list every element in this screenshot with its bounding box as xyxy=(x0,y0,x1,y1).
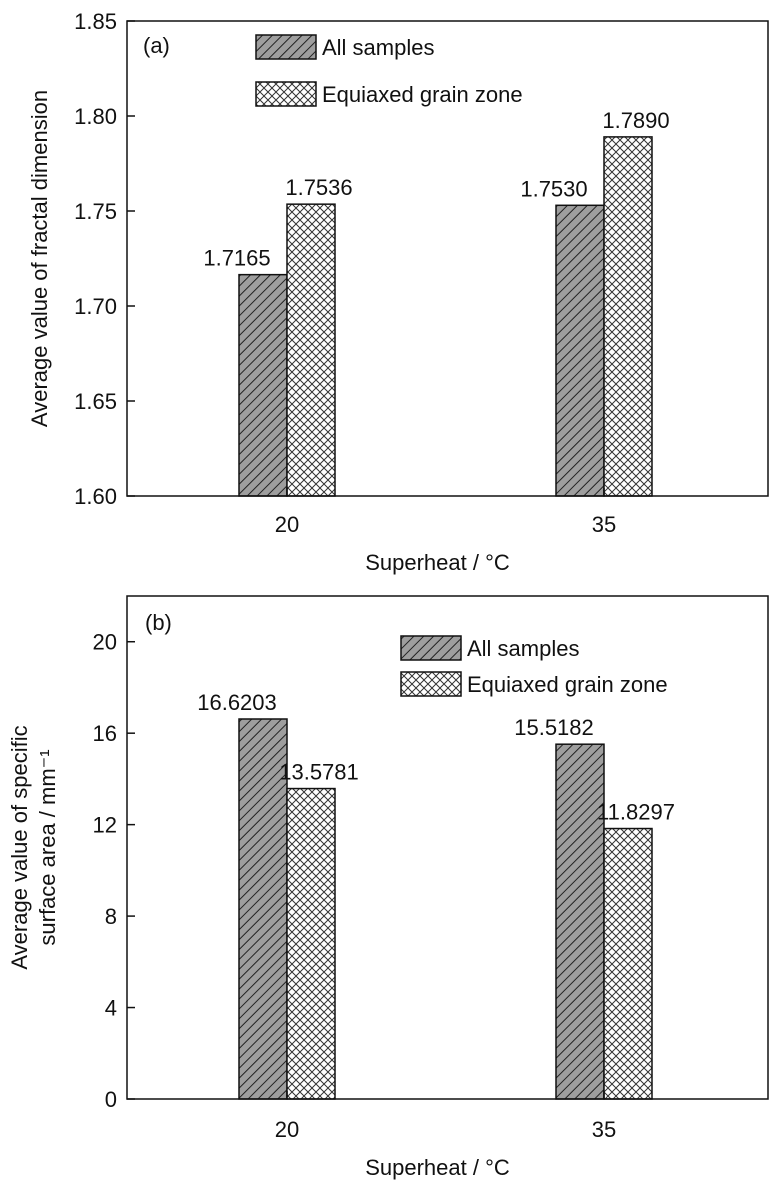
legend-label: All samples xyxy=(322,35,434,60)
y-tick-label: 1.65 xyxy=(74,389,117,414)
y-axis-label-line: Average value of specific xyxy=(7,725,32,969)
bar xyxy=(603,136,653,497)
y-tick-label: 12 xyxy=(93,813,117,838)
panel-label: (a) xyxy=(143,33,170,58)
y-axis-label: Average value of fractal dimension xyxy=(27,90,52,427)
y-tick-label: 1.80 xyxy=(74,104,117,129)
legend-label: Equiaxed grain zone xyxy=(322,82,523,107)
legend-swatch xyxy=(400,671,462,697)
legend-swatch xyxy=(255,34,317,60)
plot-frame xyxy=(126,595,769,1100)
bar-value-label: 13.5781 xyxy=(279,760,359,785)
x-tick-label: 35 xyxy=(592,512,616,537)
bar xyxy=(555,743,605,1100)
y-tick-label: 0 xyxy=(105,1087,117,1112)
y-axis-label-line: surface area / mm⁻¹ xyxy=(35,749,60,945)
chart-panel-b: 16.6203 15.5182 13.5781 11.8297 0 4 8 12 16 20 20 3… xyxy=(7,595,769,1180)
bar-value-label: 15.5182 xyxy=(514,715,594,740)
y-tick-label: 1.85 xyxy=(74,9,117,34)
y-tick-label: 4 xyxy=(105,996,117,1021)
panel-label: (b) xyxy=(145,610,172,635)
bar-value-label: 1.7165 xyxy=(203,246,270,271)
bar-value-label: 11.8297 xyxy=(597,800,675,825)
x-tick-label: 20 xyxy=(275,512,299,537)
legend-swatch xyxy=(400,635,462,661)
legend-swatch xyxy=(255,81,317,107)
bar xyxy=(286,787,336,1100)
plot-frame xyxy=(126,20,769,497)
y-tick-label: 1.60 xyxy=(74,484,117,509)
y-tick-label: 8 xyxy=(105,904,117,929)
bar xyxy=(555,204,605,497)
bar xyxy=(238,273,288,497)
bar xyxy=(286,203,336,497)
legend-label: All samples xyxy=(467,636,579,661)
chart-panel-a: 1.7165 1.7530 1.7536 1.7890 1.60 1.65 1.70 1.75… xyxy=(27,9,769,575)
bar-value-label: 1.7530 xyxy=(520,176,587,201)
x-axis-label: Superheat / °C xyxy=(365,1155,510,1180)
y-tick-label: 20 xyxy=(93,630,117,655)
y-axis-label: Average value of specific surface area / … xyxy=(7,725,60,969)
bar xyxy=(603,827,653,1100)
bar-value-label: 1.7536 xyxy=(285,175,352,200)
x-tick-label: 20 xyxy=(275,1117,299,1142)
bar-value-label: 16.6203 xyxy=(197,690,277,715)
y-tick-label: 1.75 xyxy=(74,199,117,224)
x-tick-label: 35 xyxy=(592,1117,616,1142)
y-tick-label: 16 xyxy=(93,721,117,746)
y-tick-label: 1.70 xyxy=(74,294,117,319)
x-axis-label: Superheat / °C xyxy=(365,550,510,575)
bar-value-label: 1.7890 xyxy=(602,108,669,133)
legend-label: Equiaxed grain zone xyxy=(467,672,668,697)
